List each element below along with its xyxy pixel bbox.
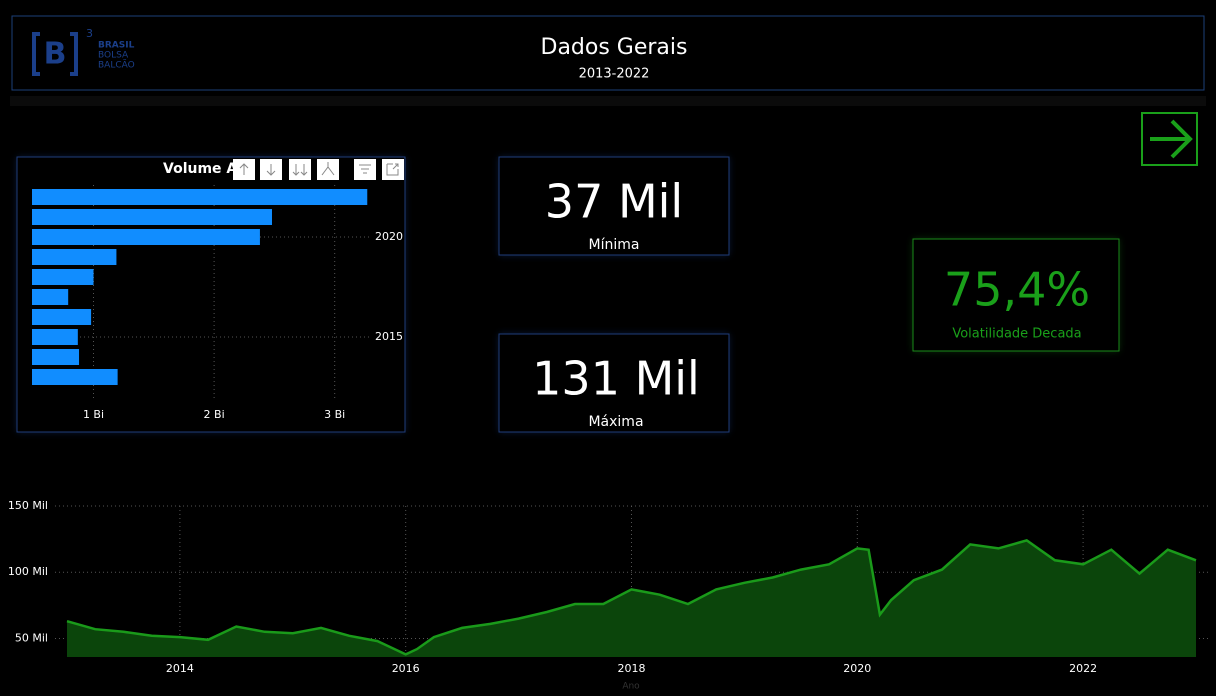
visual-toolbar: [233, 159, 404, 180]
header-subtitle: 2013-2022: [579, 67, 650, 82]
header-box: [11, 15, 1205, 91]
bar: [32, 289, 69, 305]
logo-sup: 3: [86, 27, 93, 40]
card-label: Máxima: [588, 414, 643, 430]
bar: [32, 369, 118, 385]
bar-chart: 1 Bi 2 Bi 3 Bi 2020 2015: [32, 185, 403, 421]
x-axis-label: Ano: [622, 682, 640, 692]
card-value: 37 Mil: [545, 175, 683, 229]
y-tick-label: 150 Mil: [8, 499, 48, 512]
bar-title: Volume A: [163, 161, 237, 177]
bar: [32, 209, 272, 225]
header-shadow: [10, 96, 1206, 106]
bar: [32, 269, 94, 285]
logo-mark: B: [44, 37, 67, 72]
x-tick-label: 2016: [392, 662, 420, 675]
x-tick-label: 2014: [166, 662, 194, 675]
drill-down-button[interactable]: [289, 159, 311, 180]
y-tick-label: 50 Mil: [15, 631, 48, 644]
y-tick-label: 2015: [375, 330, 403, 343]
x-tick-label: 2022: [1069, 662, 1097, 675]
x-tick-label: 3 Bi: [324, 408, 345, 421]
card: [498, 333, 730, 433]
header-title: Dados Gerais: [541, 35, 688, 60]
toolbar-icons: [239, 162, 399, 176]
card-value: 75,4%: [944, 263, 1090, 317]
area-fill: [67, 540, 1196, 657]
bar: [32, 309, 92, 325]
y-tick-label: 2020: [375, 230, 403, 243]
arrow-icon[interactable]: [1150, 119, 1193, 159]
logo-line: BOLSA: [98, 51, 129, 61]
card-value: 131 Mil: [532, 352, 700, 406]
card-label: Mínima: [589, 237, 640, 253]
logo-line: BRASIL: [98, 41, 135, 51]
bar: [32, 349, 80, 365]
y-tick-label: 100 Mil: [8, 565, 48, 578]
logo-bracket: [32, 32, 78, 76]
bar: [32, 189, 368, 205]
card-label: Volatilidade Decada: [952, 327, 1081, 342]
card: [912, 238, 1120, 352]
x-tick-label: 2 Bi: [204, 408, 225, 421]
bar: [32, 329, 78, 345]
logo-line: BALCÃO: [98, 60, 135, 71]
bar: [32, 229, 260, 245]
x-tick-label: 2020: [843, 662, 871, 675]
logo: B 3 BRASIL BOLSA BALCÃO: [32, 27, 135, 76]
focus-button[interactable]: [382, 159, 404, 180]
x-tick-label: 1 Bi: [83, 408, 104, 421]
card: [498, 156, 730, 256]
x-tick-label: 2018: [618, 662, 646, 675]
bar: [32, 249, 117, 265]
area-chart: 50 Mil 100 Mil 150 Mil 2014 2016 2018 2020 2022…: [8, 499, 1210, 692]
line: [66, 539, 1197, 656]
next-button[interactable]: [1141, 112, 1198, 166]
